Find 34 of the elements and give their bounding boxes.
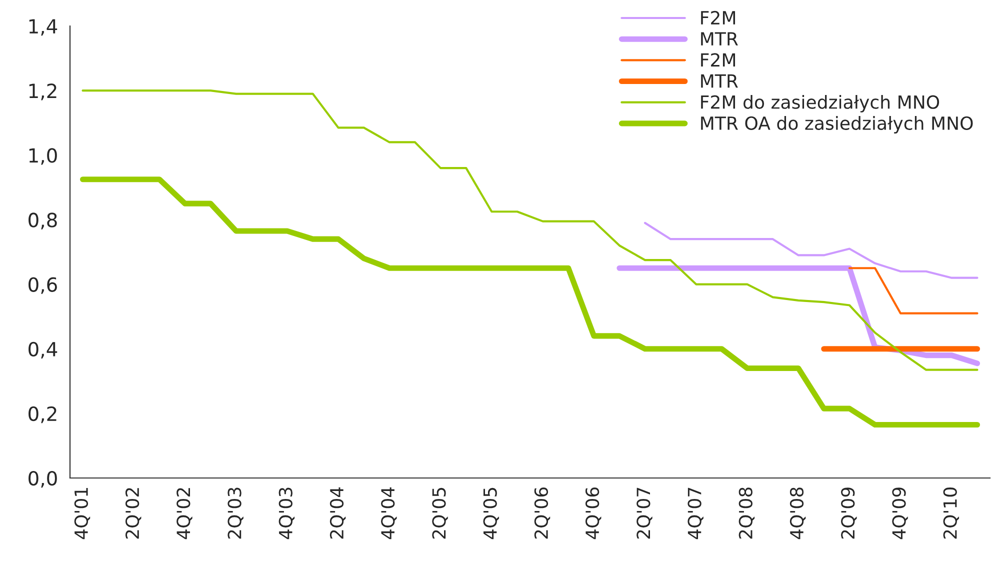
line-series [82,90,978,371]
x-tick-label: 4Q'09 [892,488,908,540]
x-tick-label: 4Q'03 [278,488,295,540]
legend-label: F2M [701,10,736,24]
x-tick-label: 2Q'04 [330,487,346,539]
x-tick-label: 4Q'07 [688,488,704,540]
x-tick-label: 2Q'09 [841,488,857,539]
legend-label: F2M [701,53,736,66]
legend-label: MTR [701,74,738,88]
legend-label: F2M do zasiedziałych MNO [701,94,940,112]
x-tick-label: 2Q'06 [534,487,550,539]
x-tick-label: 2Q'10 [943,488,959,539]
x-tick-label: 4Q'02 [176,488,192,540]
legend-label: MTR [701,32,738,46]
x-tick-label: 2Q'08 [738,488,755,539]
x-tick-label: 4Q'06 [585,487,602,540]
x-tick-label: 4Q'01 [74,488,90,540]
x-tick-label: 2Q'03 [228,488,244,539]
line-series [644,222,978,279]
y-tick-label: 0,0 [28,470,57,488]
y-tick-label: 0,4 [28,342,58,359]
legend-label: MTR OA do zasiedziałych MNO [701,116,973,134]
y-tick-label: 0,2 [28,406,56,424]
x-tick-label: 2Q'05 [432,488,448,539]
x-tick-label: 4Q'04 [381,487,397,540]
x-tick-label: 4Q'05 [483,488,499,540]
y-tick-label: 1,2 [29,84,56,100]
x-tick-label: 4Q'08 [790,488,806,540]
y-tick-label: 1,4 [29,19,58,36]
y-tick-label: 0,8 [28,212,57,230]
x-tick-label: 2Q'02 [125,488,142,539]
y-tick-label: 1,0 [29,148,57,165]
y-tick-label: 0,6 [28,277,57,294]
x-tick-label: 2Q'07 [636,488,652,539]
